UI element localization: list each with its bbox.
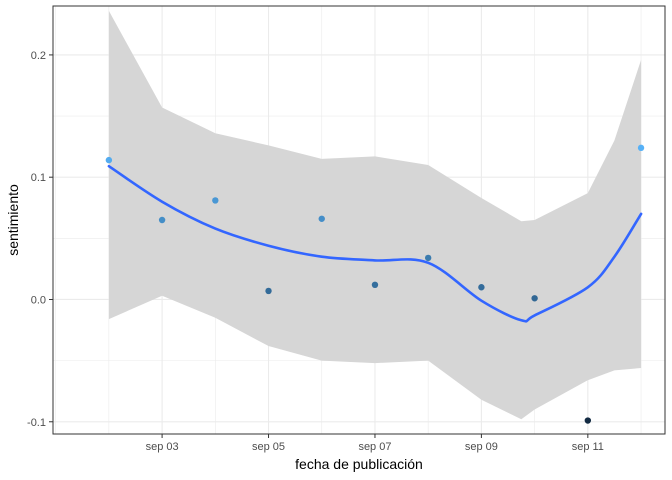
data-point — [371, 281, 379, 289]
data-point — [265, 287, 272, 295]
smooth-line — [107, 164, 643, 323]
y-tick-label: 0.1 — [31, 172, 46, 184]
y-tick-label: -0.1 — [27, 417, 46, 429]
x-tick-label: sep 09 — [465, 441, 498, 453]
y-tick-label: 0.0 — [31, 294, 46, 306]
data-point — [212, 197, 219, 204]
confidence-ribbon — [108, 10, 642, 420]
data-point — [158, 216, 166, 224]
data-point — [424, 254, 432, 262]
y-tick-label: 0.2 — [31, 50, 46, 62]
data-point — [531, 295, 538, 302]
x-tick-label: sep 05 — [252, 441, 285, 453]
data-point — [637, 144, 645, 152]
x-tick-label: sep 03 — [146, 441, 179, 453]
x-tick-label: sep 07 — [358, 441, 391, 453]
y-axis-title: sentimiento — [5, 184, 21, 256]
x-tick-label: sep 11 — [572, 441, 604, 453]
data-point — [478, 284, 485, 291]
data-points — [105, 144, 645, 424]
data-point — [584, 417, 592, 424]
x-axis-title: fecha de publicación — [295, 456, 423, 472]
data-point — [318, 215, 325, 222]
plot-border — [52, 5, 666, 435]
axis-ticks: -0.1 0.0 0.1 0.2 sep 03 sep 05 sep 07 sep 09 sep… — [27, 50, 604, 453]
data-point — [105, 156, 113, 164]
